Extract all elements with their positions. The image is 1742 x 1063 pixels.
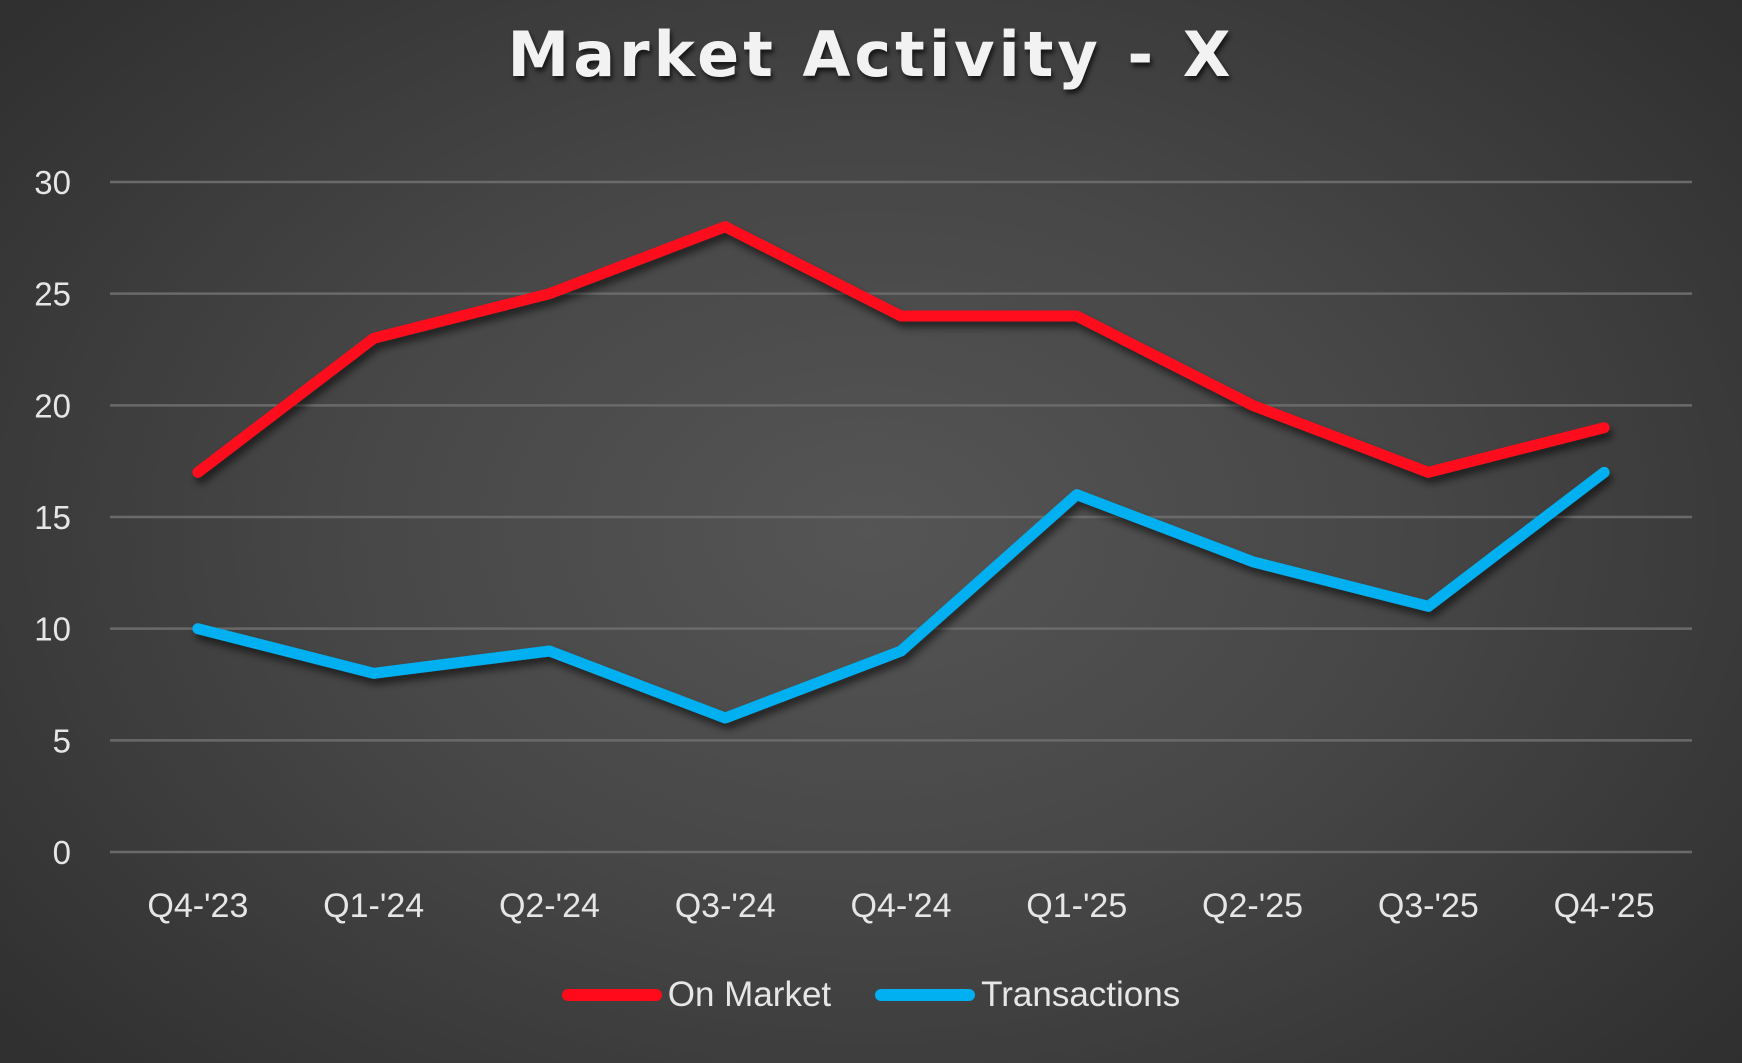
- legend-swatch-on-market: [561, 989, 662, 1001]
- gridlines: [110, 180, 1692, 854]
- legend-item-transactions[interactable]: Transactions: [875, 975, 1180, 1015]
- y-tick-label: 15: [34, 499, 71, 536]
- y-tick-label: 25: [34, 276, 71, 313]
- x-tick-label: Q3-'24: [675, 887, 776, 925]
- x-axis: Q4-'23 Q1-'24 Q2-'24 Q3-'24 Q4-'24 Q1-'25 Q2-'…: [147, 887, 1654, 925]
- chart-title: Market Activity - X: [507, 18, 1235, 91]
- legend-item-on-market[interactable]: On Market: [561, 975, 832, 1015]
- y-tick-label: 30: [34, 164, 71, 201]
- series-line-on-market[interactable]: [192, 221, 1610, 478]
- y-tick-label: 20: [34, 387, 71, 424]
- series-lines: [192, 221, 1610, 724]
- x-tick-label: Q4-'24: [851, 887, 952, 925]
- y-tick-label: 0: [53, 834, 71, 871]
- x-tick-label: Q4-'25: [1554, 887, 1655, 925]
- legend: On Market Transactions: [0, 975, 1742, 1015]
- legend-label: On Market: [667, 975, 832, 1014]
- x-tick-label: Q1-'24: [323, 887, 424, 925]
- legend-swatch-transactions: [875, 989, 976, 1001]
- x-tick-label: Q3-'25: [1378, 887, 1479, 925]
- y-tick-label: 5: [53, 722, 71, 759]
- x-tick-label: Q2-'24: [499, 887, 600, 925]
- x-tick-label: Q4-'23: [147, 887, 248, 925]
- y-axis: 0 5 10 15 20 25 30: [34, 164, 71, 871]
- legend-label: Transactions: [981, 975, 1181, 1014]
- y-tick-label: 10: [34, 611, 71, 648]
- series-line-transactions[interactable]: [192, 466, 1610, 724]
- x-tick-label: Q1-'25: [1026, 887, 1127, 925]
- x-tick-label: Q2-'25: [1202, 887, 1303, 925]
